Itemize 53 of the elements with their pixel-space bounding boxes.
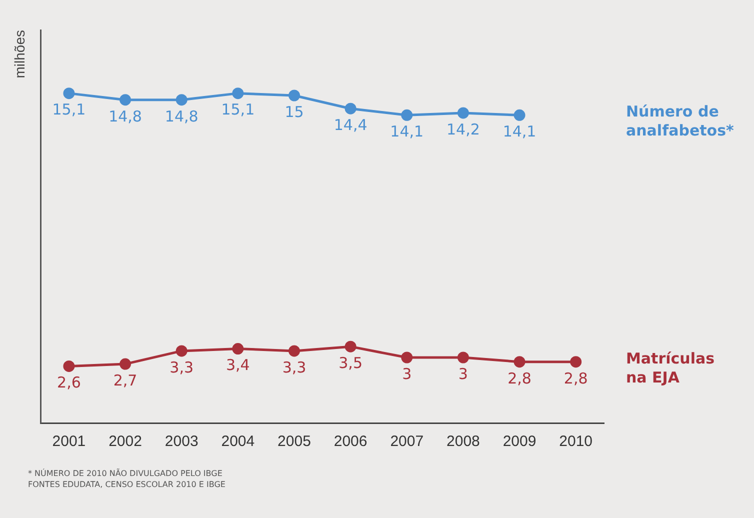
text: Matrículas na EJA xyxy=(626,349,715,386)
x-tick-label: 2005 xyxy=(278,433,311,450)
data-label: 3,3 xyxy=(170,358,194,376)
point xyxy=(570,356,582,368)
x-tick-label: 2008 xyxy=(446,433,480,450)
data-label: 3,3 xyxy=(282,358,306,376)
point xyxy=(401,352,413,364)
x-tick-label: 2002 xyxy=(108,433,142,450)
point xyxy=(63,88,75,100)
data-label: 2,8 xyxy=(564,369,588,388)
x-tick-label: 2009 xyxy=(502,433,536,450)
data-label: 15,1 xyxy=(52,100,86,119)
data-label: 14,1 xyxy=(390,122,424,141)
data-label: 3 xyxy=(458,364,468,383)
point xyxy=(176,345,188,357)
data-label: 3,5 xyxy=(338,354,362,372)
data-label: 14,1 xyxy=(502,122,536,141)
y-axis-title: milhões xyxy=(11,30,28,78)
point xyxy=(232,88,244,100)
point xyxy=(120,358,132,370)
x-tick-label: 2001 xyxy=(52,433,86,450)
point xyxy=(344,340,356,352)
data-label: 14,2 xyxy=(446,120,480,138)
data-label: 2,8 xyxy=(508,369,532,388)
data-label: 3 xyxy=(402,364,412,383)
x-tick-label: 2004 xyxy=(221,433,255,450)
point xyxy=(288,90,300,102)
point xyxy=(457,352,469,364)
data-label: 2,6 xyxy=(57,374,81,392)
text: * NÚMERO DE 2010 NÃO DIVULGADO PELO IBGE xyxy=(28,468,224,479)
point xyxy=(120,94,132,106)
data-label: 3,4 xyxy=(226,356,250,374)
point xyxy=(232,343,244,355)
x-tick-label: 2006 xyxy=(334,433,368,450)
point xyxy=(176,94,188,106)
data-label: 15,1 xyxy=(221,100,255,119)
data-label: 14,8 xyxy=(108,107,142,126)
point xyxy=(457,107,469,119)
x-tick-label: 2010 xyxy=(559,433,593,450)
data-label: 2,7 xyxy=(113,371,138,390)
text: Número de analfabetos* xyxy=(626,102,734,140)
point xyxy=(514,356,526,368)
x-tick-label: 2003 xyxy=(164,433,198,450)
point xyxy=(288,345,300,357)
x-tick-label: 2007 xyxy=(390,433,424,450)
data-label: 14,8 xyxy=(164,107,198,126)
data-label: 14,4 xyxy=(334,116,368,134)
data-label: 15 xyxy=(284,102,304,121)
point xyxy=(401,109,413,121)
point xyxy=(344,102,356,114)
text: FONTES EDUDATA, CENSO ESCOLAR 2010 E IBGE xyxy=(28,479,226,490)
point xyxy=(514,109,526,121)
point xyxy=(63,360,75,372)
